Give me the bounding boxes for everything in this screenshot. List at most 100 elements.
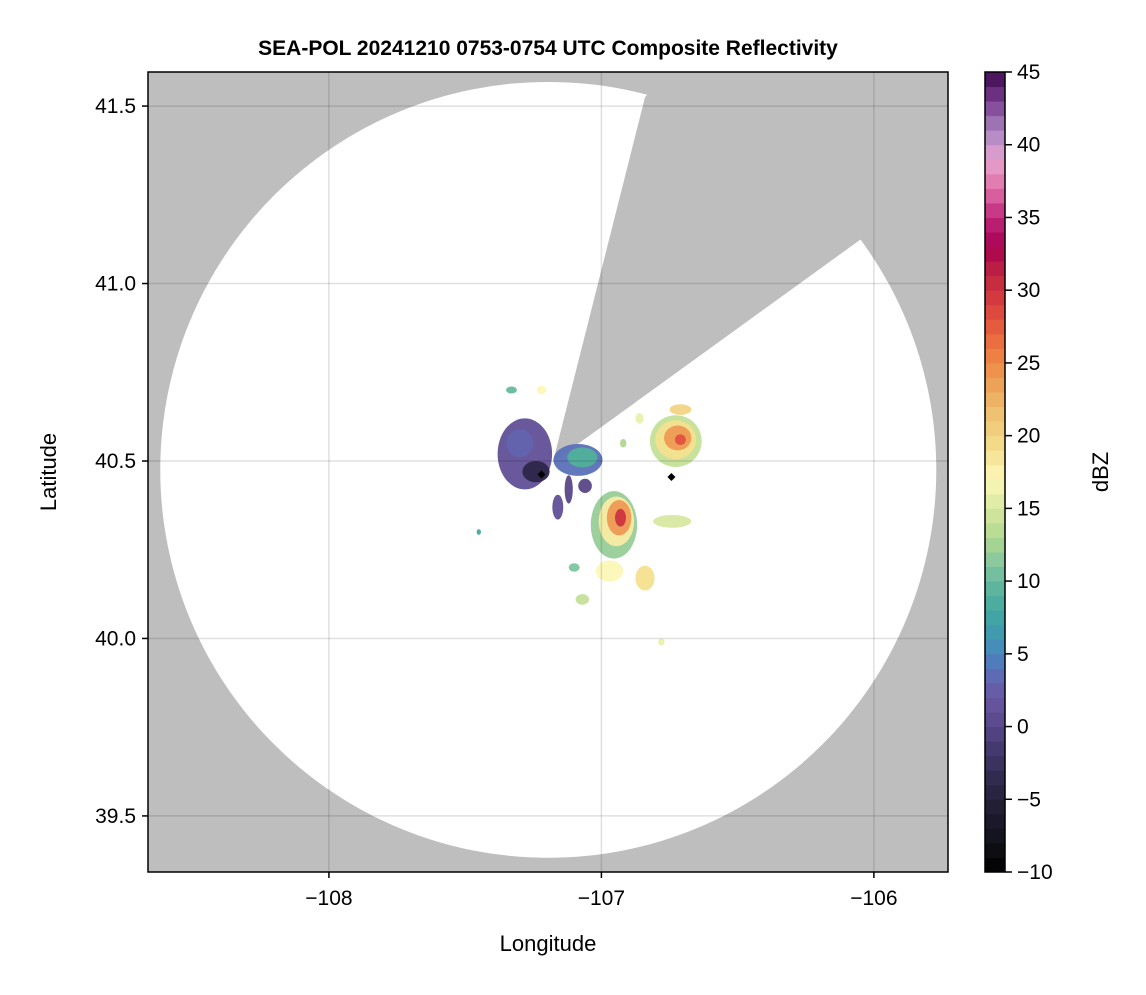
reflectivity-echo xyxy=(536,385,547,395)
colorbar-tick-label: 30 xyxy=(1017,279,1040,302)
colorbar-level xyxy=(985,450,1005,466)
colorbar-level xyxy=(985,770,1005,786)
colorbar-level xyxy=(985,581,1005,597)
reflectivity-echo xyxy=(522,460,550,483)
colorbar-level xyxy=(985,188,1005,204)
colorbar-level xyxy=(985,130,1005,146)
reflectivity-echo xyxy=(595,560,624,582)
colorbar-level xyxy=(985,348,1005,364)
colorbar-level xyxy=(985,697,1005,713)
y-axis-label: Latitude xyxy=(36,433,61,511)
colorbar-level xyxy=(985,246,1005,262)
colorbar-level xyxy=(985,653,1005,669)
colorbar-level xyxy=(985,144,1005,160)
site-marker xyxy=(667,472,676,481)
colorbar-level xyxy=(985,72,1005,88)
colorbar-level xyxy=(985,799,1005,815)
plot-frame xyxy=(147,71,949,873)
colorbar-level xyxy=(985,406,1005,422)
colorbar-level xyxy=(985,86,1005,102)
colorbar-tick-label: −5 xyxy=(1017,788,1041,811)
colorbar-level xyxy=(985,202,1005,218)
colorbar-level xyxy=(985,304,1005,320)
reflectivity-echo xyxy=(575,594,590,605)
colorbar-level xyxy=(985,362,1005,378)
reflectivity-echo xyxy=(635,565,655,591)
colorbar-level xyxy=(985,319,1005,335)
colorbar: −10 −5 0 5 10 15 20 25 30 35 40 45 xyxy=(984,61,1053,884)
reflectivity-echo xyxy=(615,508,626,527)
x-tick-label: −108 xyxy=(305,887,352,910)
x-tick-label: −107 xyxy=(578,887,625,910)
reflectivity-echo xyxy=(552,494,564,520)
colorbar-level xyxy=(985,173,1005,189)
reflectivity-echo xyxy=(567,447,598,468)
colorbar-level xyxy=(985,595,1005,611)
reflectivity-echo xyxy=(635,413,644,424)
colorbar-level xyxy=(985,392,1005,408)
reflectivity-echo xyxy=(653,514,692,528)
colorbar-level xyxy=(985,784,1005,800)
reflectivity-echo xyxy=(568,563,580,572)
reflectivity-echo xyxy=(669,404,692,415)
site-marker xyxy=(537,470,546,479)
y-axis: 39.5 40.0 40.5 41.0 41.5 xyxy=(95,95,148,828)
colorbar-level xyxy=(985,275,1005,291)
colorbar-tick-label: 25 xyxy=(1017,352,1040,375)
colorbar-level xyxy=(985,624,1005,640)
colorbar-level xyxy=(985,261,1005,277)
colorbar-level xyxy=(985,464,1005,480)
chart-title: SEA-POL 20241210 0753-0754 UTC Composite… xyxy=(258,37,838,60)
reflectivity-echo xyxy=(619,438,627,448)
colorbar-level xyxy=(985,668,1005,684)
reflectivity-echo xyxy=(578,478,592,493)
colorbar-level xyxy=(985,682,1005,698)
colorbar-level xyxy=(985,159,1005,175)
colorbar-tick-label: 10 xyxy=(1017,570,1040,593)
colorbar-level xyxy=(985,290,1005,306)
colorbar-level xyxy=(985,333,1005,349)
colorbar-tick-label: 40 xyxy=(1017,134,1040,157)
x-tick-label: −106 xyxy=(850,887,897,910)
reflectivity-echo xyxy=(564,475,573,504)
colorbar-level xyxy=(985,552,1005,568)
colorbar-label: dBZ xyxy=(1088,452,1113,492)
colorbar-level xyxy=(985,726,1005,742)
colorbar-frame xyxy=(984,71,1006,873)
reflectivity-echo xyxy=(506,429,534,458)
colorbar-level xyxy=(985,813,1005,829)
colorbar-level xyxy=(985,610,1005,626)
colorbar-level xyxy=(985,377,1005,393)
colorbar-tick-label: −10 xyxy=(1017,861,1053,884)
y-tick-label: 40.0 xyxy=(95,627,136,650)
colorbar-level xyxy=(985,741,1005,757)
colorbar-level xyxy=(985,712,1005,728)
colorbar-tick-label: 45 xyxy=(1017,61,1040,84)
colorbar-level xyxy=(985,755,1005,771)
colorbar-level xyxy=(985,435,1005,451)
colorbar-level xyxy=(985,566,1005,582)
colorbar-level xyxy=(985,217,1005,233)
colorbar-level xyxy=(985,857,1005,873)
y-tick-label: 41.5 xyxy=(95,95,136,118)
x-axis: −108 −107 −106 xyxy=(305,872,898,910)
colorbar-level xyxy=(985,101,1005,117)
colorbar-tick-label: 0 xyxy=(1017,716,1029,739)
colorbar-level xyxy=(985,232,1005,248)
colorbar-level xyxy=(985,479,1005,495)
colorbar-level xyxy=(985,421,1005,437)
y-tick-label: 40.5 xyxy=(95,450,136,473)
y-tick-label: 41.0 xyxy=(95,273,136,296)
colorbar-tick-label: 20 xyxy=(1017,425,1040,448)
reflectivity-echo xyxy=(476,529,481,535)
colorbar-level xyxy=(985,522,1005,538)
reflectivity-echo xyxy=(506,386,517,394)
colorbar-tick-label: 15 xyxy=(1017,497,1040,520)
colorbar-level xyxy=(985,842,1005,858)
reflectivity-echo xyxy=(658,638,665,646)
blocked-sector xyxy=(552,72,948,463)
colorbar-level xyxy=(985,537,1005,553)
colorbar-level xyxy=(985,493,1005,509)
y-tick-label: 39.5 xyxy=(95,805,136,828)
colorbar-level xyxy=(985,639,1005,655)
